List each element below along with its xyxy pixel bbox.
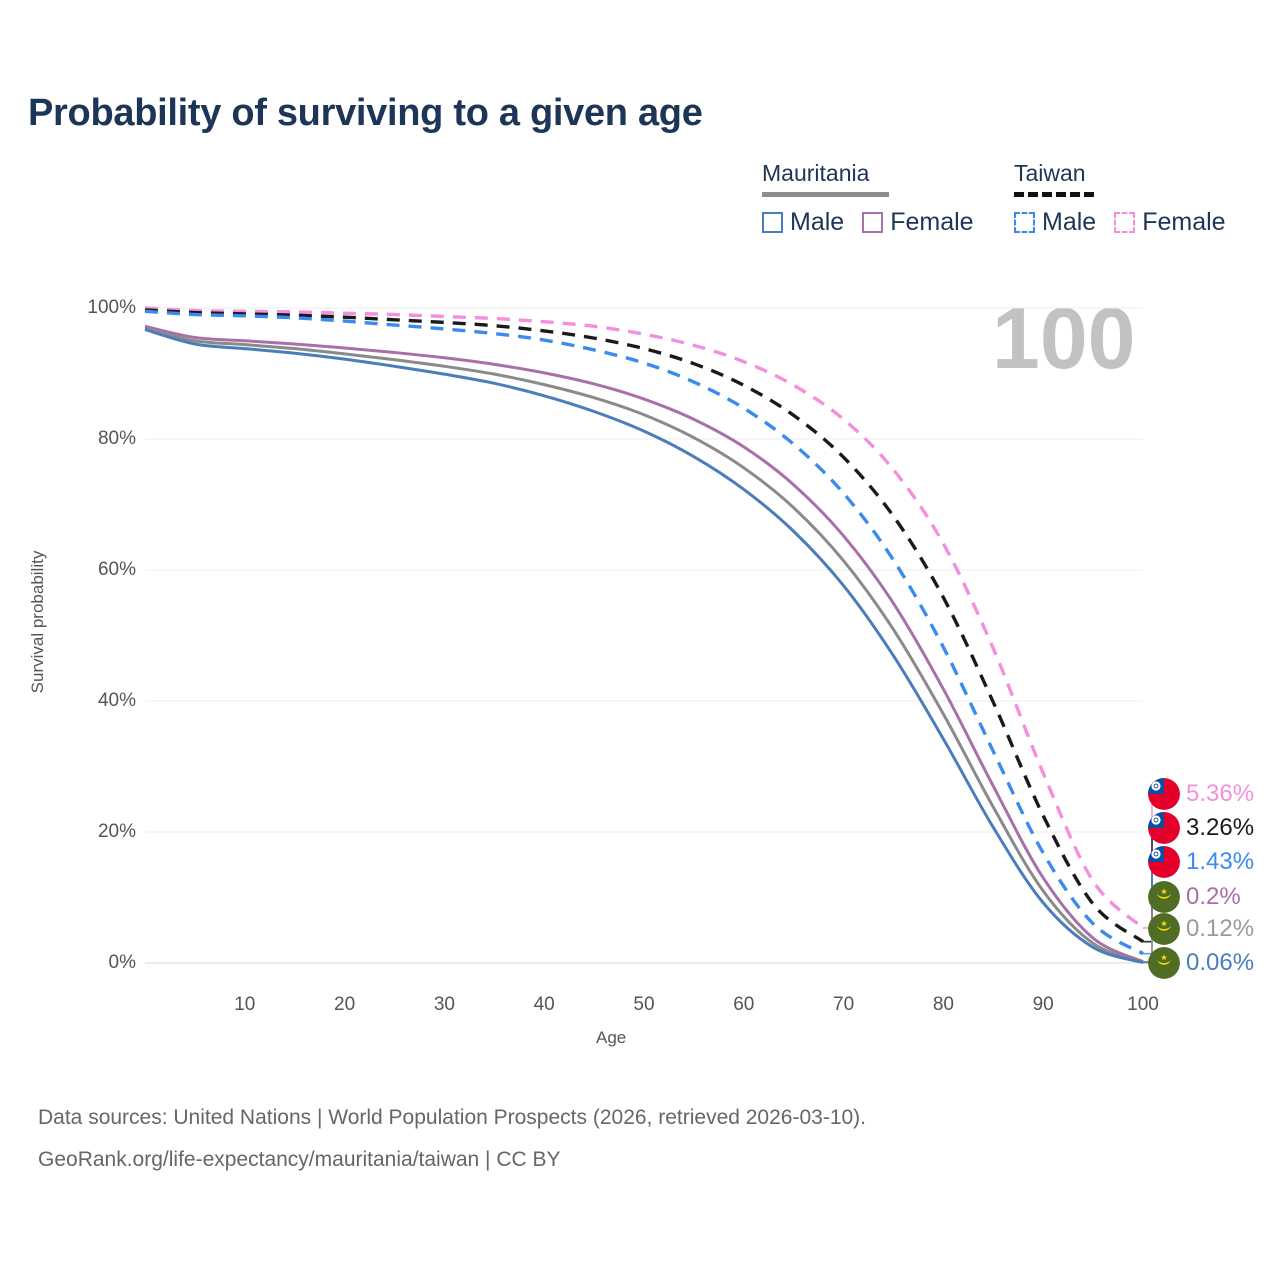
x-axis-tick-label: 80	[932, 994, 954, 1015]
legend-item-label: Male	[1042, 208, 1097, 236]
series-end-label: 5.36%	[1148, 777, 1254, 811]
legend-group-mauritania: Mauritania Male Female	[762, 160, 974, 237]
taiwan-flag-icon	[1148, 812, 1180, 844]
footer-attribution: GeoRank.org/life-expectancy/mauritania/t…	[38, 1148, 561, 1171]
series-end-label: 3.26%	[1148, 811, 1254, 845]
mauritania-flag-icon	[1148, 913, 1180, 945]
x-axis-tick-label: 40	[533, 994, 555, 1015]
series-end-label: 0.06%	[1148, 946, 1254, 980]
legend-country-name: Taiwan	[1014, 160, 1086, 186]
footer-data-sources: Data sources: United Nations | World Pop…	[38, 1106, 867, 1129]
x-axis-tick-label: 30	[433, 994, 455, 1015]
series-end-value: 5.36%	[1186, 780, 1255, 807]
chart-legend: Mauritania Male Female Taiwan Male	[762, 160, 1262, 245]
x-axis-tick-label: 100	[1127, 994, 1159, 1015]
mauritania-flag-icon	[1148, 881, 1180, 913]
legend-country-rule	[1014, 192, 1094, 197]
legend-swatch-icon	[1014, 212, 1035, 233]
y-axis-tick-label: 0%	[108, 952, 136, 973]
y-axis-tick-label: 100%	[87, 297, 136, 318]
x-axis-tick-label: 10	[234, 994, 256, 1015]
legend-swatch-icon	[1114, 212, 1136, 233]
y-axis-label: Survival probability	[28, 550, 47, 694]
series-end-value: 3.26%	[1186, 814, 1255, 841]
taiwan-flag-icon	[1148, 778, 1180, 810]
legend-country-name: Mauritania	[762, 160, 870, 186]
legend-swatch-icon	[862, 212, 884, 233]
series-end-label: 1.43%	[1148, 845, 1254, 879]
series-end-label: 0.2%	[1148, 880, 1241, 914]
series-line	[144, 326, 1144, 964]
series-end-value: 0.12%	[1186, 915, 1255, 942]
x-axis-tick-label: 70	[833, 994, 855, 1015]
legend-item-mauritania-female[interactable]: Female	[862, 208, 974, 237]
series-line	[144, 328, 1144, 965]
legend-country-rule	[762, 192, 889, 197]
x-axis-tick-label: 60	[733, 994, 755, 1015]
series-end-labels: 5.36% 3.26% 1.43% 0.2% 0.12% 0.06%	[1148, 770, 1280, 980]
taiwan-flag-icon	[1148, 846, 1180, 878]
y-axis-tick-label: 40%	[97, 690, 136, 711]
mauritania-flag-icon	[1148, 947, 1180, 979]
y-axis-tick-label: 80%	[97, 428, 136, 449]
y-axis-tick-label: 20%	[97, 821, 136, 842]
series-line	[144, 306, 1145, 930]
series-end-label: 0.12%	[1148, 912, 1254, 946]
x-axis-label: Age	[596, 1028, 627, 1047]
series-line	[144, 324, 1144, 964]
page-title: Probability of surviving to a given age	[28, 92, 703, 134]
x-axis-tick-label: 90	[1032, 994, 1054, 1015]
x-axis-tick-label: 20	[334, 994, 356, 1015]
series-end-value: 1.43%	[1186, 848, 1255, 875]
legend-item-label: Female	[890, 208, 974, 236]
legend-item-taiwan-male[interactable]: Male	[1014, 208, 1096, 237]
legend-swatch-icon	[762, 212, 783, 233]
series-line	[144, 308, 1145, 944]
legend-item-mauritania-male[interactable]: Male	[762, 208, 844, 237]
series-line	[144, 309, 1144, 956]
x-axis-tick-label: 50	[633, 994, 655, 1015]
series-end-value: 0.06%	[1186, 949, 1255, 976]
legend-group-taiwan: Taiwan Male Female	[1014, 160, 1226, 237]
y-axis-tick-label: 60%	[97, 559, 136, 580]
series-end-value: 0.2%	[1186, 883, 1241, 910]
watermark-age: 100	[992, 291, 1136, 387]
legend-item-label: Male	[790, 208, 845, 236]
legend-item-taiwan-female[interactable]: Female	[1114, 208, 1226, 237]
y-axis-ticks: 0% 20% 40% 60% 80% 100%	[0, 0, 136, 1280]
legend-item-label: Female	[1142, 208, 1226, 236]
